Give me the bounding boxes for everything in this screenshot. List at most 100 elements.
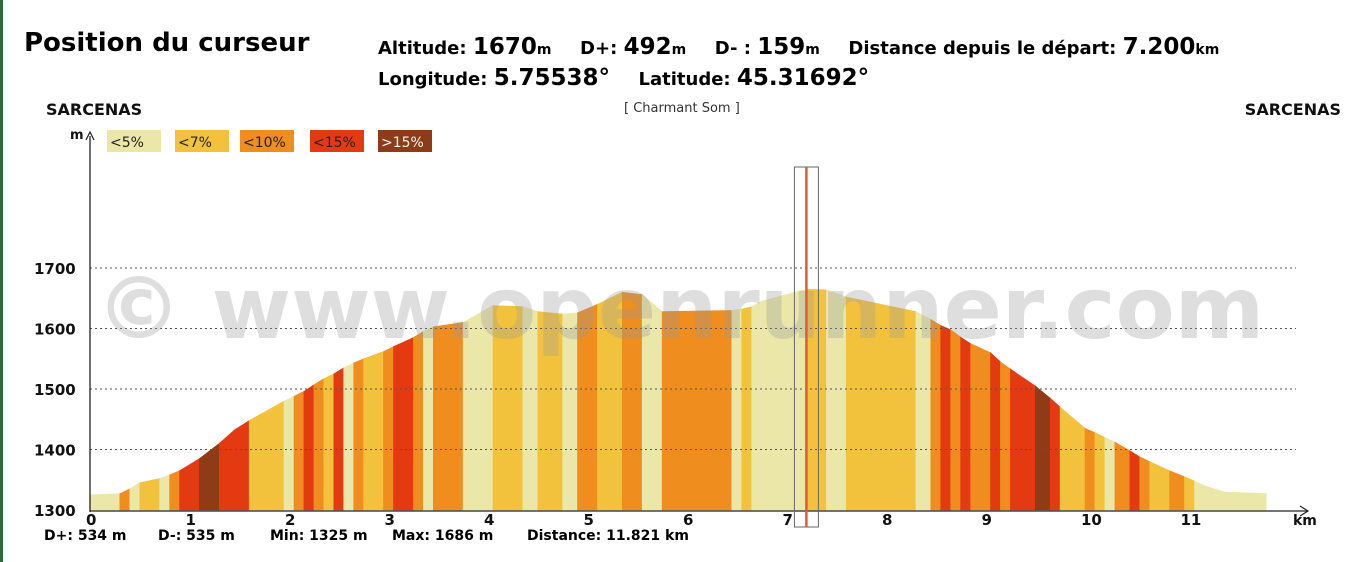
- profile-band-61: [1149, 461, 1170, 511]
- profile-band-2: [119, 488, 131, 511]
- y-axis-arrow: [85, 130, 95, 141]
- x-tick-label-4: 4: [484, 511, 494, 529]
- end-place: SARCENAS: [1244, 100, 1341, 119]
- y-axis-unit: m: [70, 128, 84, 143]
- stat-distance: Distance: 11.821 km: [527, 528, 689, 544]
- profile-band-1: [89, 493, 121, 511]
- y-tick-label-1500: 1500: [34, 381, 76, 399]
- y-tick-label-1600: 1600: [34, 321, 76, 339]
- distance-label: Distance depuis le départ:: [848, 38, 1117, 59]
- start-place: SARCENAS: [46, 100, 143, 119]
- x-tick-label-0: 0: [86, 511, 96, 529]
- x-tick-label-2: 2: [285, 511, 295, 529]
- legend-swatch-lt15: [310, 130, 364, 152]
- altitude-value: 1670: [472, 34, 537, 60]
- profile-band-66: [1224, 491, 1267, 511]
- profile-band-3: [129, 482, 141, 511]
- legend-swatch-lt10: [240, 130, 294, 152]
- dplus-value: 492: [623, 34, 672, 60]
- profile-band-8: [199, 442, 220, 511]
- x-tick-label-8: 8: [882, 511, 892, 529]
- profile-band-11: [248, 400, 285, 511]
- profile-band-52: [1035, 385, 1051, 511]
- profile-band-21: [383, 346, 394, 511]
- watermark: © www.openrunner.com: [96, 259, 1265, 359]
- altitude-unit: m: [536, 42, 552, 58]
- longitude-label: Longitude:: [378, 69, 488, 90]
- profile-band-50: [1000, 361, 1011, 511]
- latitude-label: Latitude:: [638, 69, 731, 90]
- stat-max: Max: 1686 m: [392, 528, 494, 544]
- profile-band-63: [1184, 476, 1195, 511]
- x-tick-label-11: 11: [1181, 511, 1202, 529]
- profile-band-56: [1094, 432, 1106, 511]
- cursor-info-line-2: Longitude: 5.75538° Latitude: 45.31692°: [378, 65, 869, 91]
- legend-label-gt15: >15%: [381, 135, 424, 151]
- profile-band-7: [179, 458, 200, 511]
- profile-band-9: [219, 429, 235, 511]
- profile-band-65: [1204, 485, 1225, 511]
- stat-min: Min: 1325 m: [270, 528, 368, 544]
- legend-swatch-lt5: [107, 130, 161, 152]
- profile-band-55: [1084, 427, 1096, 511]
- profile-band-58: [1114, 441, 1131, 511]
- stat-dplus: D+: 534 m: [44, 528, 127, 544]
- x-axis-arrow: [1299, 505, 1310, 517]
- dplus-label: D+:: [580, 38, 618, 59]
- legend-label-lt5: <5%: [110, 135, 144, 151]
- legend-label-lt15: <15%: [313, 135, 356, 151]
- y-tick-label-1300: 1300: [34, 502, 76, 520]
- x-tick-label-1: 1: [186, 511, 196, 529]
- page-title: Position du curseur: [24, 28, 310, 58]
- x-tick-label-3: 3: [385, 511, 395, 529]
- profile-band-59: [1129, 450, 1140, 511]
- dminus-unit: m: [805, 42, 820, 58]
- left-border: [0, 0, 3, 562]
- profile-band-13: [293, 390, 305, 511]
- altitude-label: Altitude:: [378, 38, 467, 59]
- profile-band-48: [970, 343, 991, 511]
- profile-band-16: [323, 373, 335, 511]
- profile-band-62: [1169, 470, 1185, 511]
- profile-band-19: [353, 358, 364, 511]
- profile-band-12: [283, 395, 295, 511]
- x-axis-unit: km: [1293, 513, 1317, 529]
- profile-band-64: [1194, 480, 1205, 511]
- distance-unit: km: [1195, 42, 1220, 58]
- profile-band-51: [1010, 368, 1036, 511]
- profile-band-5: [159, 474, 170, 511]
- profile-band-18: [343, 362, 354, 511]
- profile-band-20: [363, 351, 384, 511]
- distance-value: 7.200: [1122, 34, 1196, 60]
- route-name: [ Charmant Som ]: [624, 101, 740, 116]
- profile-band-60: [1139, 456, 1150, 511]
- longitude-value: 5.75538°: [493, 65, 610, 91]
- latitude-value: 45.31692°: [736, 65, 870, 91]
- legend-label-lt10: <10%: [243, 135, 286, 151]
- legend-swatch-lt7: [175, 130, 229, 152]
- profile-band-15: [313, 378, 325, 511]
- dminus-value: 159: [757, 34, 806, 60]
- profile-band-4: [139, 478, 160, 511]
- legend-swatch-gt15: [378, 130, 432, 152]
- cursor-info-line-1: Altitude: 1670m D+: 492m D- : 159m Dista…: [378, 34, 1219, 60]
- profile-band-14: [303, 384, 315, 511]
- legend-label-lt7: <7%: [178, 135, 212, 151]
- profile-band-22: [393, 337, 414, 511]
- profile-band-54: [1059, 406, 1086, 511]
- x-tick-label-7: 7: [783, 511, 793, 529]
- x-tick-label-6: 6: [683, 511, 693, 529]
- profile-band-47: [960, 336, 971, 511]
- y-tick-label-1700: 1700: [34, 260, 76, 278]
- x-tick-label-9: 9: [982, 511, 992, 529]
- dminus-label: D- :: [714, 38, 751, 59]
- profile-band-10: [234, 419, 250, 511]
- profile-band-6: [169, 470, 180, 511]
- stat-dminus: D-: 535 m: [158, 528, 235, 544]
- x-tick-label-10: 10: [1081, 511, 1102, 529]
- profile-band-49: [990, 352, 1001, 511]
- y-tick-label-1400: 1400: [34, 442, 76, 460]
- x-tick-label-5: 5: [584, 511, 594, 529]
- dplus-unit: m: [671, 42, 687, 58]
